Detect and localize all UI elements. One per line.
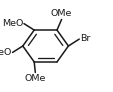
Text: OMe: OMe [50,9,72,18]
Text: MeO: MeO [2,19,23,28]
Text: MeO: MeO [0,48,12,57]
Text: Br: Br [79,34,89,43]
Text: OMe: OMe [24,74,46,83]
